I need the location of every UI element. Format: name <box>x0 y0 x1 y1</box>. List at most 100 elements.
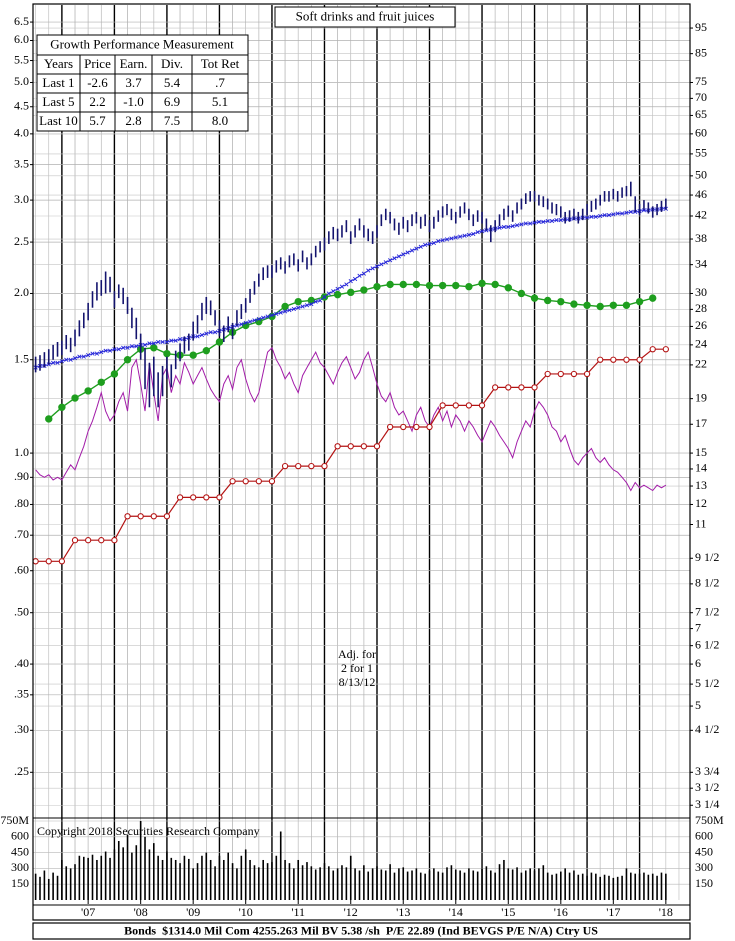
y2-tick-label: 5 1/2 <box>695 676 719 690</box>
x-tick-label: '16 <box>554 905 568 919</box>
table-cell: 2.8 <box>125 113 141 128</box>
dividend-point <box>32 558 39 565</box>
dividend-point <box>71 537 79 544</box>
moving-average-marker <box>598 213 603 219</box>
x-tick-label: '17 <box>606 905 620 919</box>
moving-average-marker <box>208 330 213 335</box>
moving-average-marker <box>322 294 327 300</box>
dividend-point <box>216 494 223 501</box>
earnings-point <box>84 387 92 395</box>
y-tick-label: 2.5 <box>14 234 29 248</box>
moving-average-marker <box>449 236 454 241</box>
earnings-point <box>281 302 289 311</box>
frame <box>32 3 691 921</box>
moving-average-marker <box>142 342 148 347</box>
y2-tick-label: 9 1/2 <box>695 550 719 564</box>
moving-average-marker <box>72 356 78 361</box>
moving-average-marker <box>116 347 121 352</box>
moving-average-marker <box>86 353 91 358</box>
dividend-point <box>478 402 486 409</box>
dividend-point <box>623 356 630 363</box>
dividend-point <box>45 558 52 565</box>
earnings-point <box>543 296 552 305</box>
earnings-point <box>58 403 66 411</box>
x-tick-label: '13 <box>396 905 410 919</box>
table-cell: 5.4 <box>164 75 181 90</box>
moving-average-marker <box>510 223 515 229</box>
dividend-point <box>124 513 131 520</box>
moving-average-marker <box>134 344 139 349</box>
y-tick-label: .35 <box>14 687 29 701</box>
moving-average-marker <box>309 301 314 307</box>
table-header: Div. <box>161 56 183 71</box>
moving-average-marker <box>466 232 472 237</box>
y2-tick-label: 75 <box>695 74 707 88</box>
moving-average-marker <box>440 238 445 243</box>
moving-average-marker <box>361 271 366 276</box>
y-tick-label: 4.5 <box>14 98 29 112</box>
moving-average-marker <box>339 284 345 289</box>
y-tick-label: .70 <box>14 527 29 541</box>
dividend-point <box>570 370 578 378</box>
dividend-point <box>492 384 499 391</box>
earnings-point <box>609 301 618 309</box>
moving-average-marker <box>282 309 288 314</box>
moving-average-marker <box>593 214 598 219</box>
y2-tick-label: 19 <box>695 390 707 404</box>
moving-average-marker <box>129 344 135 349</box>
moving-average-marker <box>528 221 533 226</box>
moving-average-marker <box>401 252 406 257</box>
y-tick-label: .80 <box>14 496 29 510</box>
dividend-point <box>426 423 433 431</box>
moving-average-marker <box>388 258 393 263</box>
dividend-point <box>360 443 368 450</box>
moving-average-marker <box>287 308 292 313</box>
annotation: 8/13/12 <box>339 675 376 689</box>
x-tick-label: '07 <box>81 905 95 919</box>
moving-average-marker <box>523 221 528 226</box>
y2-tick-label: 15 <box>695 445 707 459</box>
moving-average-marker <box>475 230 480 235</box>
moving-average-marker <box>615 211 620 216</box>
volume-tick-label: 600 <box>695 829 713 843</box>
y-tick-label: 6.0 <box>14 32 29 46</box>
table-header: Price <box>84 56 111 71</box>
earnings-point <box>294 297 302 306</box>
moving-average-marker <box>177 337 183 342</box>
moving-average-marker <box>506 224 511 230</box>
table-header: Earn. <box>120 56 148 71</box>
x-tick-label: '09 <box>186 905 200 919</box>
moving-average-marker <box>103 348 108 353</box>
moving-average-marker <box>497 225 502 230</box>
dividend-point <box>268 478 276 485</box>
table-cell: Last 10 <box>39 113 78 128</box>
y2-tick-label: 46 <box>695 187 707 201</box>
moving-average-marker <box>313 299 318 304</box>
moving-average-marker <box>444 237 450 242</box>
footer: Bonds $1314.0 Mil Com 4255.263 Mil BV 5.… <box>124 923 598 937</box>
earnings-point <box>333 290 342 299</box>
table-cell: -1.0 <box>123 94 144 109</box>
moving-average-marker <box>335 286 340 292</box>
dividend-point <box>636 356 643 363</box>
y2-tick-label: 70 <box>695 90 707 104</box>
x-tick-label: '12 <box>344 905 358 919</box>
y2-tick-label: 4 1/2 <box>695 722 719 736</box>
dividend-point <box>505 384 512 391</box>
moving-average-marker <box>536 219 542 224</box>
moving-average-marker <box>247 319 253 324</box>
moving-average-marker <box>147 341 152 346</box>
y-tick-label: 3.5 <box>14 156 29 170</box>
y2-tick-label: 22 <box>695 357 707 371</box>
y2-tick-label: 11 <box>695 516 707 530</box>
x-tick-label: '11 <box>291 905 305 919</box>
dividend-point <box>413 423 420 431</box>
moving-average-marker <box>278 310 283 315</box>
moving-average-marker <box>370 266 375 271</box>
moving-average-marker <box>81 354 86 359</box>
y2-tick-label: 3 1/2 <box>695 780 719 794</box>
volume-tick-label: 750M <box>695 813 724 827</box>
volume-tick-label: 600 <box>11 829 29 843</box>
earnings-point <box>215 338 224 346</box>
